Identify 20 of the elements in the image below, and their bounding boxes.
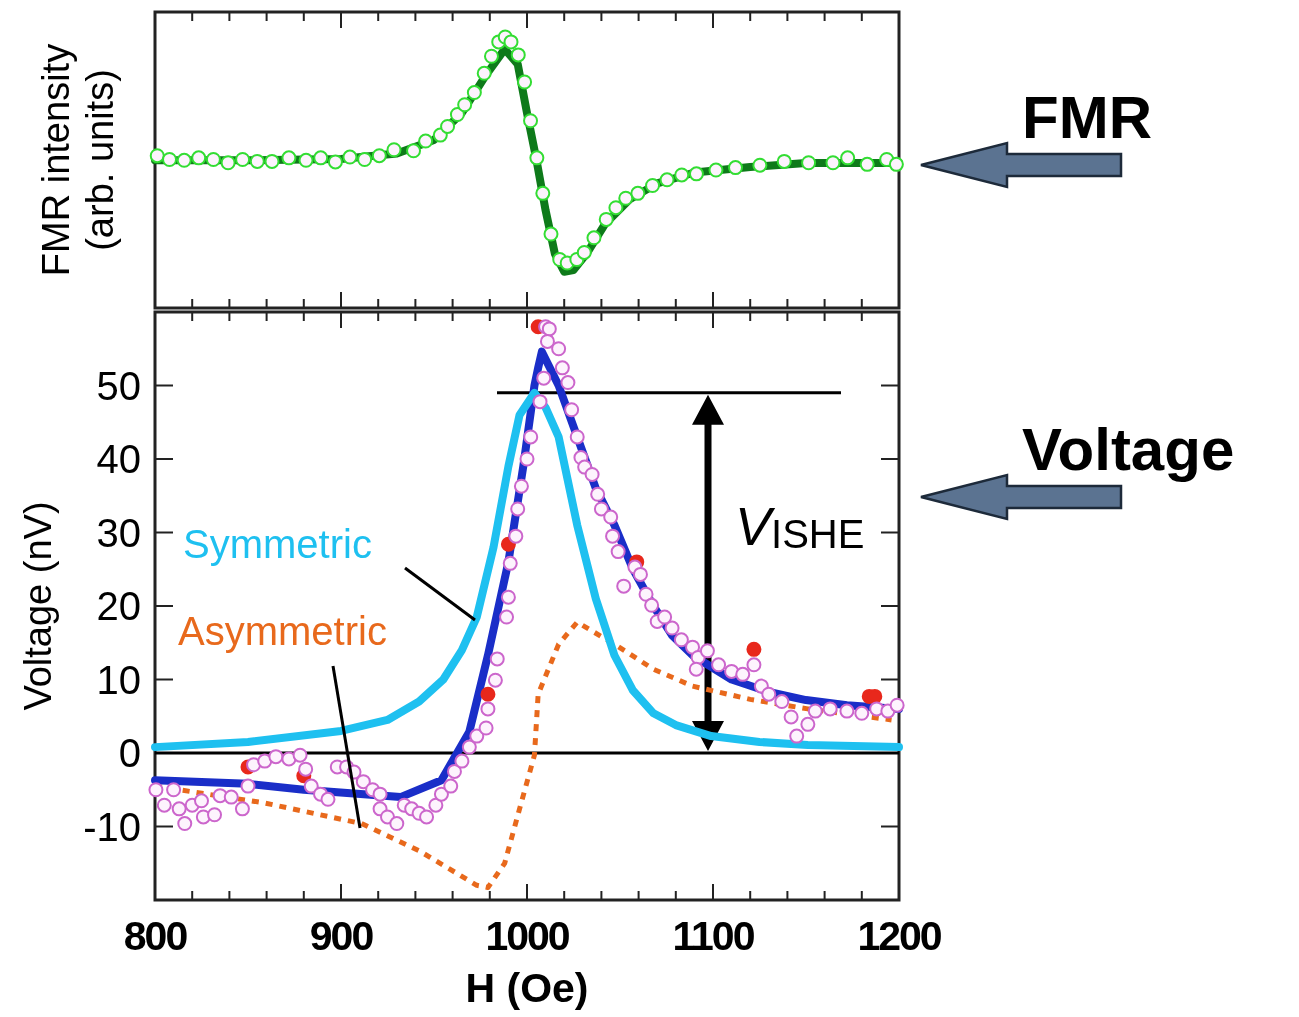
text: Asymmetric (178, 609, 387, 653)
y-axis-title: Voltage (nV) (17, 501, 59, 711)
x-tick-label: 900 (309, 913, 374, 959)
y-tick-label: 10 (96, 657, 141, 702)
text: FMR (1022, 84, 1152, 151)
annotation: V$_{ISHE}$ (735, 496, 865, 557)
x-tick-label: 800 (123, 913, 188, 959)
y-tick-label: 20 (96, 584, 141, 628)
x-tick-label: 1200 (857, 913, 942, 959)
text: Voltage (1022, 416, 1235, 483)
text: Symmetric (183, 522, 372, 566)
y-tick-label: 50 (96, 363, 141, 408)
y-tick-label: 0 (118, 731, 141, 775)
x-tick-label: 1100 (672, 913, 755, 959)
y-tick-label: 30 (96, 510, 141, 555)
y-tick-label: 40 (96, 437, 141, 481)
x-tick-label: 1000 (485, 913, 570, 959)
y-axis-title: FMR intensity (arb. units) (35, 43, 121, 277)
y-tick-label: -10 (83, 804, 141, 849)
x-axis-title: H (Oe) (465, 965, 589, 1011)
